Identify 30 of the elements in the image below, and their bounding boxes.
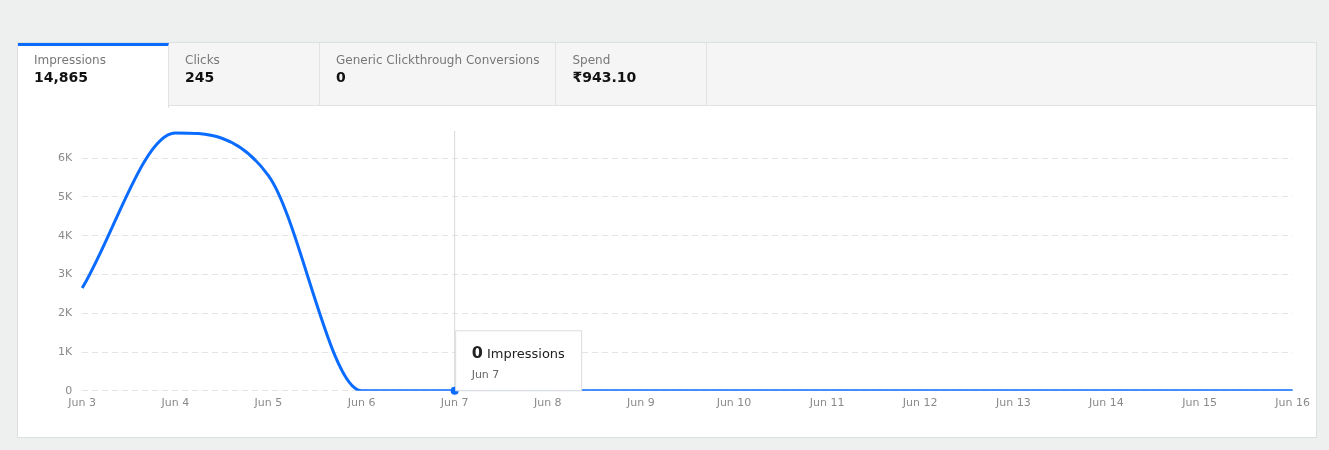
y-tick-label: 1K <box>57 344 73 358</box>
x-tick-label: Jun 7 <box>439 396 469 410</box>
text: Spend <box>572 53 612 67</box>
y-tick-label: 0 <box>65 383 73 397</box>
x-tick-label: Jun 11 <box>808 396 845 410</box>
x-tick-label: Jun 4 <box>160 396 190 410</box>
x-tick-label: Jun 12 <box>901 396 938 410</box>
x-tick-label: Jun 6 <box>346 396 376 410</box>
x-tick-label: Jun 15 <box>1181 396 1217 410</box>
x-tick-label: Jun 13 <box>994 396 1031 410</box>
y-tick-label: 6K <box>57 151 73 164</box>
y-tick-label: 2K <box>57 306 73 320</box>
x-tick-label: Jun 5 <box>253 396 283 410</box>
y-tick-label: 4K <box>57 228 73 242</box>
text: Clicks <box>185 53 221 67</box>
y-tick-label: 3K <box>57 267 73 281</box>
x-tick-label: Jun 3 <box>67 396 97 410</box>
x-tick-label: Jun 9 <box>626 396 655 410</box>
x-tick-label: Jun 8 <box>532 396 562 410</box>
text: 14,865 <box>34 69 90 85</box>
x-tick-label: Jun 10 <box>715 396 752 410</box>
text: Generic Clickthrough Conversions <box>336 53 540 67</box>
text: 245 <box>185 69 216 85</box>
y-tick-label: 5K <box>57 189 73 203</box>
x-tick-label: Jun 14 <box>1088 396 1124 410</box>
text: ₹943.10 <box>572 69 638 85</box>
x-tick-label: Jun 16 <box>1274 396 1310 410</box>
text: 0 <box>336 69 347 85</box>
text: Impressions <box>34 53 107 67</box>
annotation: 0 Impressions Jun 7 <box>470 342 566 381</box>
